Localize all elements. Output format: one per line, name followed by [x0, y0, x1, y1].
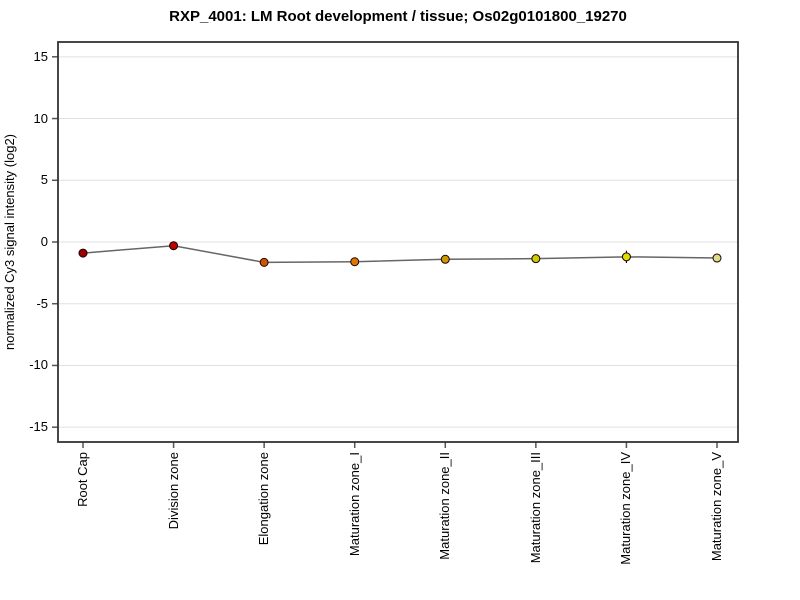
x-tick-label: Maturation zone_V	[709, 452, 724, 562]
y-tick-label: -10	[29, 357, 48, 373]
data-point[interactable]	[621, 252, 631, 262]
y-tick-label: 5	[40, 172, 48, 188]
plot-border	[57, 41, 739, 443]
x-tick-label: Maturation zone_IV	[618, 452, 634, 565]
x-tick-label: Division zone	[165, 452, 181, 530]
x-tick-label: Maturation zone_III	[527, 452, 543, 564]
data-point[interactable]	[350, 257, 360, 267]
data-point[interactable]	[712, 253, 722, 263]
x-tick-label: Maturation zone_I	[346, 452, 362, 557]
y-tick-label: 0	[40, 234, 48, 249]
x-tick-label: Elongation zone	[256, 452, 272, 546]
data-point[interactable]	[440, 254, 450, 264]
chart-title: RXP_4001: LM Root development / tissue; …	[169, 8, 627, 25]
y-tick-label: -15	[29, 419, 48, 435]
data-point[interactable]	[169, 241, 179, 251]
x-tick-label: Maturation zone_II	[437, 452, 453, 560]
y-tick-label: 10	[33, 110, 48, 126]
x-tick-label: Root Cap	[75, 452, 90, 507]
data-point[interactable]	[531, 254, 541, 264]
series-line	[82, 244, 718, 264]
data-point[interactable]	[78, 248, 88, 258]
y-tick-label: 15	[33, 48, 48, 64]
data-point[interactable]	[259, 257, 269, 267]
y-tick-label: -5	[36, 295, 48, 311]
